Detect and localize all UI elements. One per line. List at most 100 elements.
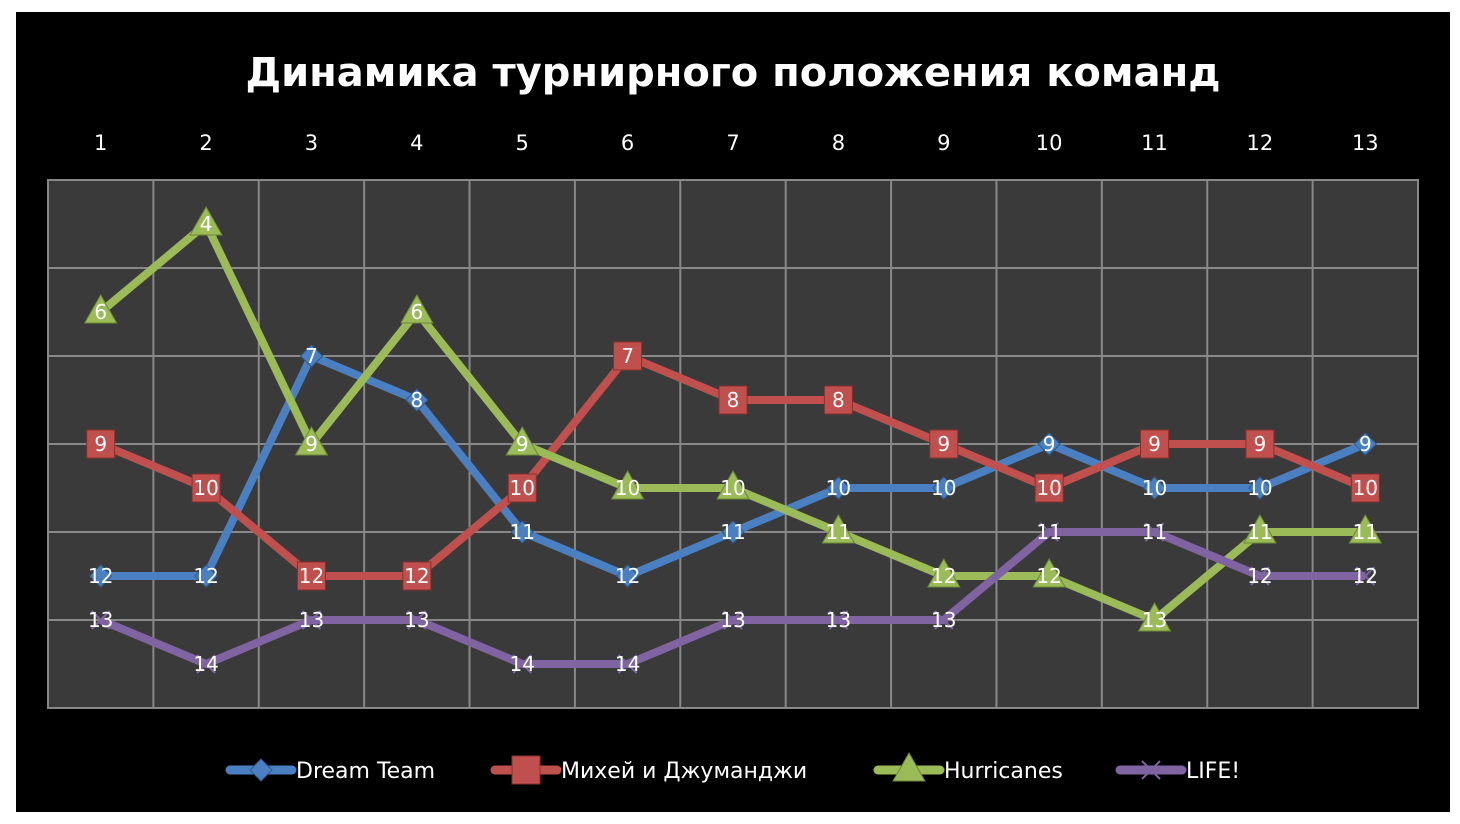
x-marker [934, 610, 954, 630]
diamond-marker [1353, 432, 1378, 456]
legend-item: LIFE! [1115, 759, 1240, 784]
data-label: 13 [88, 608, 113, 632]
series-hurricanes [83, 205, 1383, 632]
x-marker [723, 610, 743, 630]
data-label: 11 [510, 520, 535, 544]
data-label: 10 [615, 476, 640, 500]
data-label: 10 [931, 476, 956, 500]
series-михей-и-джуманджи [86, 341, 1380, 591]
data-label: 10 [1247, 476, 1272, 500]
data-label: 6 [410, 300, 423, 324]
x-tick-label: 12 [1247, 131, 1274, 155]
square-marker [823, 385, 853, 415]
data-label: 11 [1247, 520, 1272, 544]
legend-item: Dream Team [225, 758, 435, 784]
x-marker [1141, 760, 1161, 780]
data-label: 11 [826, 520, 851, 544]
square-marker [86, 429, 116, 459]
diamond-marker [1142, 476, 1167, 500]
x-marker [1355, 566, 1376, 586]
triangle-marker [294, 425, 329, 456]
legend-item: Михей и Джуманджи [490, 755, 807, 785]
series-life- [90, 522, 1376, 674]
triangle-marker [83, 293, 118, 324]
data-label: 11 [1036, 520, 1061, 544]
x-tick-label: 9 [937, 131, 950, 155]
square-marker [191, 473, 221, 503]
x-marker [90, 610, 111, 630]
diamond-marker [510, 520, 534, 544]
data-label: 13 [931, 608, 956, 632]
triangle-marker [189, 205, 223, 236]
diamond-marker [249, 758, 273, 782]
triangle-marker [610, 469, 645, 500]
data-label: 9 [305, 432, 318, 456]
data-label: 6 [94, 300, 107, 324]
diamond-marker [826, 476, 851, 500]
chart-title: Динамика турнирного положения команд [245, 50, 1220, 96]
legend-item: Hurricanes [873, 751, 1063, 784]
data-label: 7 [305, 344, 318, 368]
data-label: 13 [826, 608, 851, 632]
data-label: 13 [1142, 608, 1167, 632]
diamond-marker [405, 388, 429, 412]
diamond-marker [299, 344, 324, 368]
triangle-marker [1243, 513, 1277, 544]
data-label: 12 [1353, 564, 1378, 588]
x-tick-label: 6 [621, 131, 634, 155]
x-marker-stroke [1355, 566, 1376, 586]
data-label: 12 [931, 564, 956, 588]
triangle-marker [1137, 601, 1172, 632]
data-label: 10 [1353, 476, 1378, 500]
x-marker [301, 610, 322, 630]
x-tick-label: 4 [410, 131, 423, 155]
x-marker-stroke [301, 610, 322, 630]
diamond-marker [721, 520, 745, 544]
x-marker [1039, 522, 1059, 542]
legend-label: Михей и Джуманджи [561, 759, 807, 784]
x-marker-stroke [723, 610, 743, 630]
data-label: 4 [200, 212, 213, 236]
x-marker-stroke [90, 610, 111, 630]
square-marker [929, 429, 959, 459]
data-label: 9 [1359, 432, 1372, 456]
x-tick-label: 10 [1036, 131, 1063, 155]
data-label: 7 [621, 344, 634, 368]
x-marker-stroke [512, 654, 532, 674]
data-label: 10 [510, 476, 535, 500]
x-tick-label: 1 [94, 131, 107, 155]
data-label: 10 [720, 476, 745, 500]
x-marker-stroke [196, 654, 216, 674]
x-marker-stroke [1250, 566, 1270, 586]
square-marker [296, 561, 326, 591]
data-label: 9 [516, 432, 529, 456]
x-marker [1250, 566, 1270, 586]
square-marker [613, 341, 643, 371]
x-marker-stroke [1039, 522, 1059, 542]
diamond-marker [1248, 476, 1272, 500]
x-tick-label: 5 [516, 131, 529, 155]
data-label: 13 [299, 608, 324, 632]
x-marker-stroke [1141, 760, 1161, 780]
triangle-marker [1032, 557, 1067, 588]
x-tick-label: 13 [1352, 131, 1379, 155]
data-label: 11 [1353, 520, 1378, 544]
data-label: 10 [1142, 476, 1167, 500]
data-label: 8 [727, 388, 740, 412]
data-label: 9 [1148, 432, 1161, 456]
data-label: 8 [832, 388, 845, 412]
square-marker [1034, 473, 1064, 503]
x-tick-label: 8 [832, 131, 845, 155]
x-marker [407, 610, 427, 630]
data-label: 11 [1142, 520, 1167, 544]
triangle-marker [716, 469, 750, 500]
diamond-marker [1037, 432, 1061, 456]
x-marker-stroke [934, 610, 954, 630]
data-label: 9 [1043, 432, 1056, 456]
triangle-marker [505, 425, 540, 456]
legend-label: Dream Team [296, 759, 435, 784]
data-label: 14 [193, 652, 218, 676]
data-label: 14 [510, 652, 535, 676]
data-label: 11 [720, 520, 745, 544]
